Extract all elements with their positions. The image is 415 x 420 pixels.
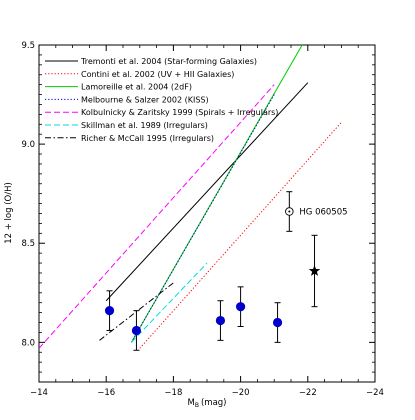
y-tick-label: 9.5	[21, 41, 35, 51]
data-point-5	[272, 302, 283, 343]
circle-marker	[272, 317, 283, 328]
y-tick-label: 8.0	[21, 338, 35, 348]
x-tick-label: −14	[30, 388, 48, 398]
legend: Tremonti et al. 2004 (Star-forming Galax…	[45, 57, 278, 143]
x-tick-label: −18	[164, 388, 182, 398]
legend-item-5: Kolbulnicky & Zaritsky 1999 (Spirals + I…	[45, 108, 278, 117]
y-tick-label: 9.0	[21, 140, 35, 150]
x-axis-label: MB (mag)	[188, 398, 227, 409]
legend-item-3: Lamoreille et al. 2004 (2dF)	[45, 83, 192, 92]
ticks-layer: −14 −16 −18 −20 −22 −24 8.0 8.5 9.0 9.5	[21, 41, 384, 398]
series-line-5	[39, 84, 275, 349]
x-tick-label: −24	[366, 388, 384, 398]
data-point-2	[131, 310, 142, 351]
points-layer	[104, 191, 321, 351]
circle-marker	[215, 315, 226, 326]
annotation-layer: HG 060505	[299, 208, 347, 218]
data-point-7	[285, 191, 294, 232]
legend-label: Skillman et al. 1989 (Irregulars)	[81, 121, 208, 130]
legend-item-4: Melbourne & Salzer 2002 (KISS)	[45, 95, 209, 104]
data-point-3	[215, 300, 226, 341]
series-line-1	[105, 82, 309, 302]
data-point-6	[308, 234, 321, 308]
sun-marker-dot	[288, 210, 291, 213]
circle-marker	[131, 325, 142, 336]
x-tick-label: −20	[232, 388, 250, 398]
series-line-6	[131, 262, 208, 343]
circle-marker	[236, 302, 246, 312]
legend-label: Richer & McCall 1995 (Irregulars)	[81, 134, 214, 143]
legend-item-7: Richer & McCall 1995 (Irregulars)	[45, 134, 214, 143]
annotation-label: HG 060505	[299, 208, 347, 218]
legend-label: Lamoreille et al. 2004 (2dF)	[81, 83, 192, 92]
legend-label: Tremonti et al. 2004 (Star-forming Galax…	[80, 57, 257, 66]
data-point-1	[104, 290, 115, 331]
circle-marker	[104, 306, 115, 316]
data-point-4	[236, 286, 246, 327]
series-line-2	[139, 121, 342, 349]
y-axis-label: 12 + log (O/H)	[4, 182, 14, 244]
y-tick-label: 8.5	[21, 239, 35, 249]
legend-label: Contini et al. 2002 (UV + HII Galaxies)	[81, 70, 234, 79]
x-tick-label: −16	[97, 388, 115, 398]
legend-label: Melbourne & Salzer 2002 (KISS)	[81, 95, 209, 104]
x-tick-label: −22	[299, 388, 317, 398]
star-marker	[308, 264, 321, 276]
legend-item-6: Skillman et al. 1989 (Irregulars)	[45, 121, 208, 130]
legend-item-1: Tremonti et al. 2004 (Star-forming Galax…	[45, 57, 257, 66]
legend-label: Kolbulnicky & Zaritsky 1999 (Spirals + I…	[81, 108, 278, 117]
legend-item-2: Contini et al. 2002 (UV + HII Galaxies)	[45, 70, 234, 79]
